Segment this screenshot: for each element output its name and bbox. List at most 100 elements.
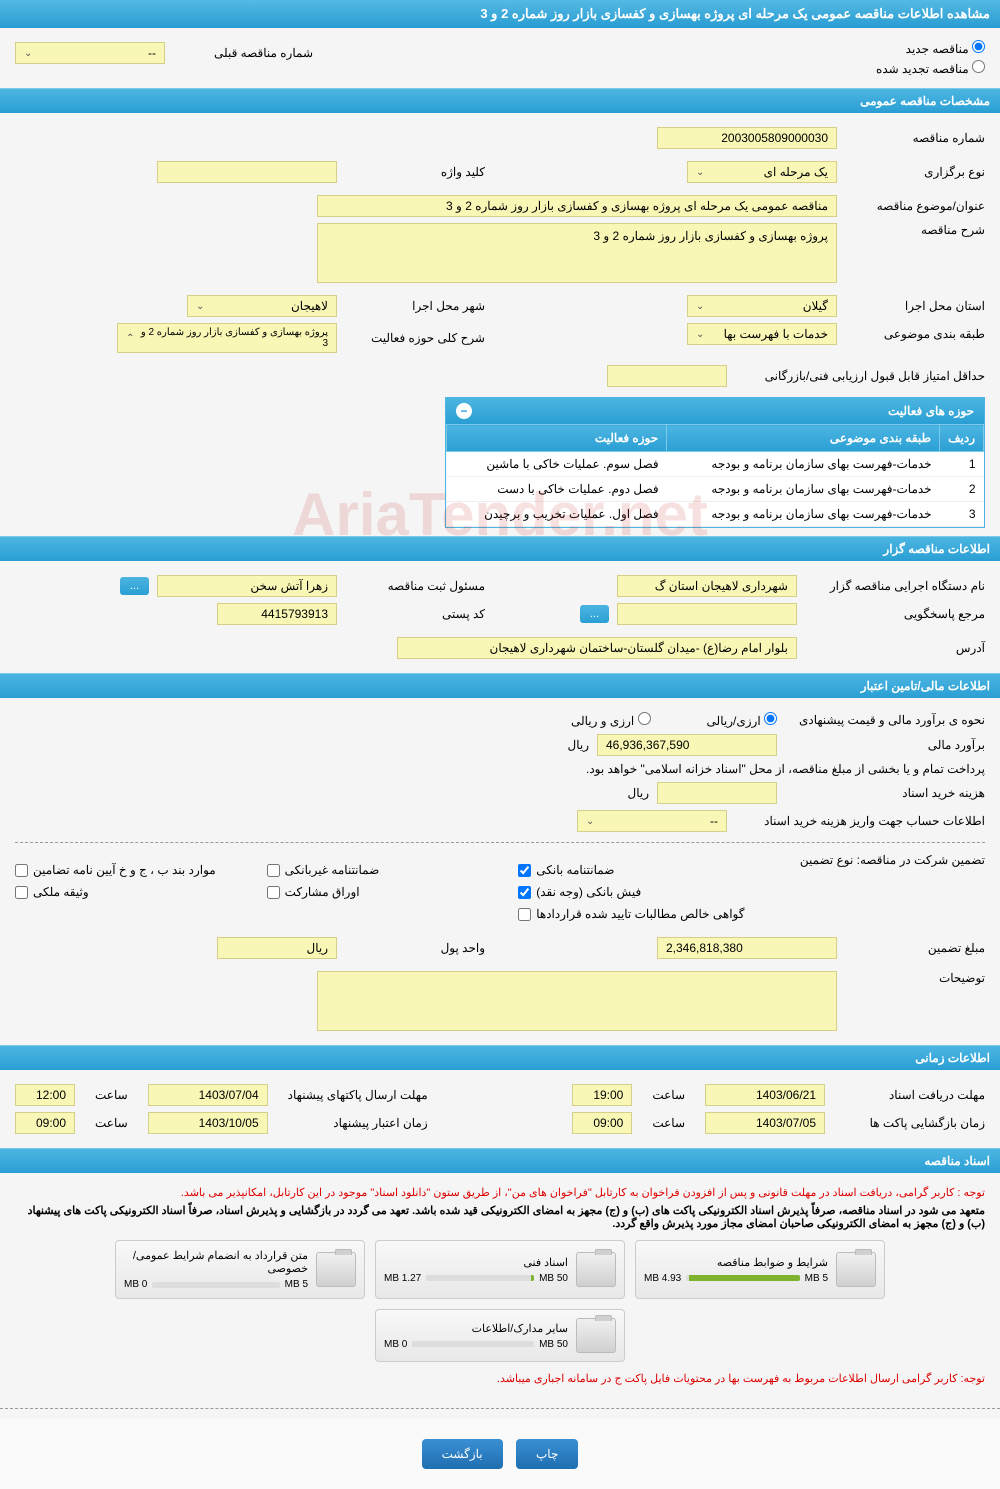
activity-table-title: حوزه های فعالیت [888,404,974,418]
category-label: طبقه بندی موضوعی [845,327,985,341]
table-row: 3خدمات-فهرست بهای سازمان برنامه و بودجهف… [447,502,984,527]
doc-note3: توجه: کاربر گرامی ارسال اطلاعات مربوط به… [15,1372,985,1385]
chevron-up-icon: ⌃ [126,333,134,344]
validity-label: زمان اعتبار پیشنهاد [288,1116,428,1130]
estimate-method-label: نحوه ی برآورد مالی و قیمت پیشنهادی [785,713,985,727]
cb-articles[interactable]: موارد بند ب ، ج و خ آیین نامه تضامین [15,863,247,877]
activity-desc-label: شرح کلی حوزه فعالیت [345,331,485,345]
doc-total: 50 MB [539,1273,568,1284]
documents-body: توجه : کاربر گرامی، دریافت اسناد در مهلت… [0,1173,1000,1398]
doc-title: شرایط و ضوابط مناقصه [644,1256,828,1269]
radio-renewed-tender[interactable]: مناقصه تجدید شده [876,60,985,76]
progress-bar [152,1282,279,1288]
prev-number-select[interactable]: --⌄ [15,42,165,64]
prev-number-label: شماره مناقصه قبلی [173,46,313,60]
table-row: 2خدمات-فهرست بهای سازمان برنامه و بودجهف… [447,477,984,502]
cb-nonbank-guarantee[interactable]: ضمانتنامه غیربانکی [267,863,499,877]
chevron-down-icon: ⌄ [696,329,704,340]
postal-label: کد پستی [345,607,485,621]
description-label: شرح مناقصه [845,223,985,237]
row-activity: فصل دوم. عملیات خاکی با دست [447,477,667,502]
doc-used: 1.27 MB [384,1273,421,1284]
back-button[interactable]: بازگشت [422,1439,503,1469]
progress-bar [686,1275,799,1281]
tender-number-value: 2003005809000030 [657,127,837,149]
executor-value: شهرداری لاهیجان استان گ [617,575,797,597]
activity-desc-select[interactable]: پروژه بهسازی و کفسازی بازار روز شماره 2 … [117,323,337,353]
radio-currency-rial[interactable]: ارزی/ریالی [707,712,777,728]
doc-used: 4.93 MB [644,1273,681,1284]
doc-box[interactable]: اسناد فنی 50 MB 1.27 MB [375,1240,625,1299]
chevron-down-icon: ⌄ [696,167,704,178]
row-activity: فصل سوم. عملیات خاکی با ماشین [447,452,667,477]
collapse-button[interactable]: − [456,403,472,419]
estimate-label: برآورد مالی [785,738,985,752]
purchase-cost-value[interactable] [657,782,777,804]
keyword-input[interactable] [157,161,337,183]
subject-label: عنوان/موضوع مناقصه [845,199,985,213]
guarantee-type-label: تضمین شرکت در مناقصه: نوع تضمین [800,853,985,867]
doc-note1: توجه : کاربر گرامی، دریافت اسناد در مهلت… [15,1186,985,1199]
activity-table: حوزه های فعالیت − ردیف طبقه بندی موضوعی … [445,397,985,528]
cb-property[interactable]: وثیقه ملکی [15,885,247,899]
city-select[interactable]: لاهیجان⌄ [187,295,337,317]
proposal-send-label: مهلت ارسال پاکتهای پیشنهاد [288,1088,428,1102]
executor-label: نام دستگاه اجرایی مناقصه گزار [805,579,985,593]
validity-time: 09:00 [15,1112,75,1134]
cb-bank-guarantee[interactable]: ضمانتنامه بانکی [518,863,750,877]
doc-title: متن قرارداد به انضمام شرایط عمومی/خصوصی [124,1249,308,1275]
subject-value: مناقصه عمومی یک مرحله ای پروژه بهسازی و … [317,195,837,217]
guarantee-amount-value: 2,346,818,380 [657,937,837,959]
section-organizer: اطلاعات مناقصه گزار [0,536,1000,561]
treasury-note: پرداخت تمام و یا بخشی از مبلغ مناقصه، از… [15,762,985,776]
cb-net-receivables[interactable]: گواهی خالص مطالبات تایید شده قراردادها [518,907,750,921]
tender-type-group: مناقصه جدید مناقصه تجدید شده شماره مناقص… [0,28,1000,88]
category-select[interactable]: خدمات با فهرست بها⌄ [687,323,837,345]
row-category: خدمات-فهرست بهای سازمان برنامه و بودجه [667,477,940,502]
doc-total: 5 MB [805,1273,828,1284]
tender-number-label: شماره مناقصه [845,131,985,145]
progress-bar [412,1341,534,1347]
doc-box[interactable]: سایر مدارک/اطلاعات 50 MB 0 MB [375,1309,625,1362]
province-label: استان محل اجرا [845,299,985,313]
cb-participation-bonds[interactable]: اوراق مشارکت [267,885,499,899]
province-select[interactable]: گیلان⌄ [687,295,837,317]
col-activity: حوزه فعالیت [447,425,667,452]
radio-new-tender[interactable]: مناقصه جدید [876,40,985,56]
progress-bar [426,1275,534,1281]
row-num: 3 [940,502,984,527]
opening-date: 1403/07/05 [705,1112,825,1134]
holding-type-select[interactable]: یک مرحله ای⌄ [687,161,837,183]
contact-value [617,603,797,625]
chevron-down-icon: ⌄ [24,48,32,59]
proposal-send-date: 1403/07/04 [148,1084,268,1106]
doc-box[interactable]: متن قرارداد به انضمام شرایط عمومی/خصوصی … [115,1240,365,1299]
address-value: بلوار امام رضا(ع) -میدان گلستان-ساختمان … [397,637,797,659]
chevron-down-icon: ⌄ [696,301,704,312]
notes-value[interactable] [317,971,837,1031]
min-score-label: حداقل امتیاز قابل قبول ارزیابی فنی/بازرگ… [735,369,985,383]
account-info-select[interactable]: --⌄ [577,810,727,832]
address-label: آدرس [805,641,985,655]
radio-currency[interactable]: ارزی و ریالی [571,712,651,728]
chevron-down-icon: ⌄ [586,816,594,827]
proposal-time-label: ساعت [95,1088,128,1102]
responsible-more-button[interactable]: ... [120,577,149,595]
doc-box[interactable]: شرایط و ضوابط مناقصه 5 MB 4.93 MB [635,1240,885,1299]
section-general: مشخصات مناقصه عمومی [0,88,1000,113]
currency-label: واحد پول [345,941,485,955]
responsible-label: مسئول ثبت مناقصه [345,579,485,593]
financial-body: نحوه ی برآورد مالی و قیمت پیشنهادی ارزی/… [0,698,1000,1045]
contact-more-button[interactable]: ... [580,605,609,623]
min-score-input[interactable] [607,365,727,387]
doc-total: 5 MB [285,1279,308,1290]
notes-label: توضیحات [845,971,985,985]
footer-buttons: چاپ بازگشت [0,1419,1000,1489]
row-num: 2 [940,477,984,502]
currency-value: ریال [217,937,337,959]
cb-cash-receipt[interactable]: فیش بانکی (وجه نقد) [518,885,750,899]
print-button[interactable]: چاپ [516,1439,578,1469]
section-documents: اسناد مناقصه [0,1148,1000,1173]
opening-label: زمان بازگشایی پاکت ها [845,1116,985,1130]
receive-time: 19:00 [572,1084,632,1106]
